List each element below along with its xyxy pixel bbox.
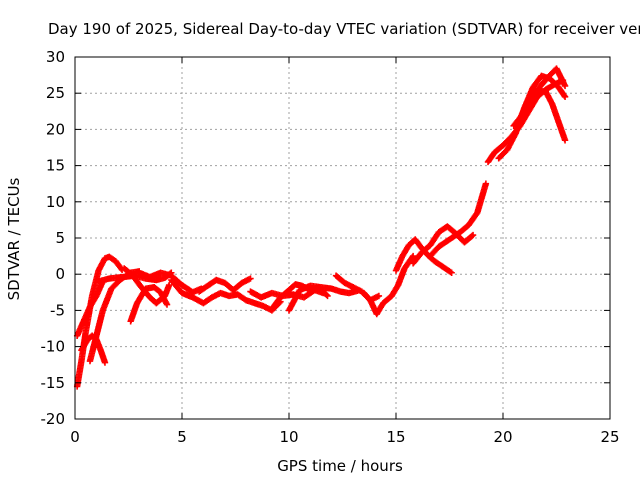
data-point	[409, 252, 417, 260]
data-point	[447, 268, 454, 276]
data-point	[561, 92, 568, 99]
data-point	[409, 254, 416, 261]
data-point	[323, 291, 330, 299]
y-tick-label: -5	[50, 301, 65, 319]
series-track-7	[121, 265, 173, 307]
y-tick-label: 15	[46, 157, 65, 175]
y-axis-label: SDTVAR / TECUs	[5, 177, 23, 300]
y-tick-label: 0	[55, 265, 65, 283]
x-tick-label: 5	[177, 428, 187, 446]
data-points-layer	[73, 65, 569, 390]
data-point	[165, 281, 173, 289]
data-point	[561, 137, 569, 144]
x-axis-label: GPS time / hours	[277, 457, 403, 475]
ticks-layer: 0 5 10 15 20 25 -20 -15 -10 -5 0 5 10 15 20 25 30	[41, 48, 620, 446]
y-tick-label: -20	[41, 410, 66, 428]
data-point	[561, 93, 569, 101]
y-tick-label: 10	[46, 193, 65, 211]
y-tick-label: 25	[46, 84, 65, 102]
data-point	[324, 292, 331, 300]
data-point	[101, 359, 109, 366]
x-tick-label: 10	[279, 428, 298, 446]
x-tick-label: 25	[600, 428, 619, 446]
series-track-19	[484, 76, 567, 166]
data-point	[163, 301, 171, 308]
y-tick-label: 5	[55, 229, 65, 247]
data-point	[448, 269, 455, 276]
data-point	[561, 82, 569, 90]
y-tick-label: -15	[41, 374, 66, 392]
series-track-9	[168, 276, 284, 314]
series-track-16	[392, 236, 455, 276]
data-point	[375, 292, 383, 300]
data-point	[469, 231, 477, 239]
x-tick-label: 15	[386, 428, 405, 446]
x-tick-label: 0	[70, 428, 80, 446]
data-point	[468, 232, 476, 240]
series-track-18	[427, 180, 490, 260]
series-track-13	[285, 282, 361, 314]
series-track-15	[360, 252, 417, 318]
series-track-6	[127, 284, 171, 325]
grid-layer	[75, 57, 610, 419]
series-track-17	[409, 223, 477, 267]
chart-title: Day 190 of 2025, Sidereal Day-to-day VTE…	[48, 20, 640, 38]
data-point	[482, 180, 490, 187]
series-track-10	[195, 275, 254, 295]
series-track-2	[73, 278, 107, 339]
data-point	[247, 275, 254, 282]
series-track-14	[332, 272, 383, 304]
y-tick-label: -10	[41, 338, 66, 356]
series-track-22	[510, 65, 569, 129]
y-tick-label: 20	[46, 120, 65, 138]
y-tick-label: 30	[46, 48, 65, 66]
x-tick-label: 20	[493, 428, 512, 446]
